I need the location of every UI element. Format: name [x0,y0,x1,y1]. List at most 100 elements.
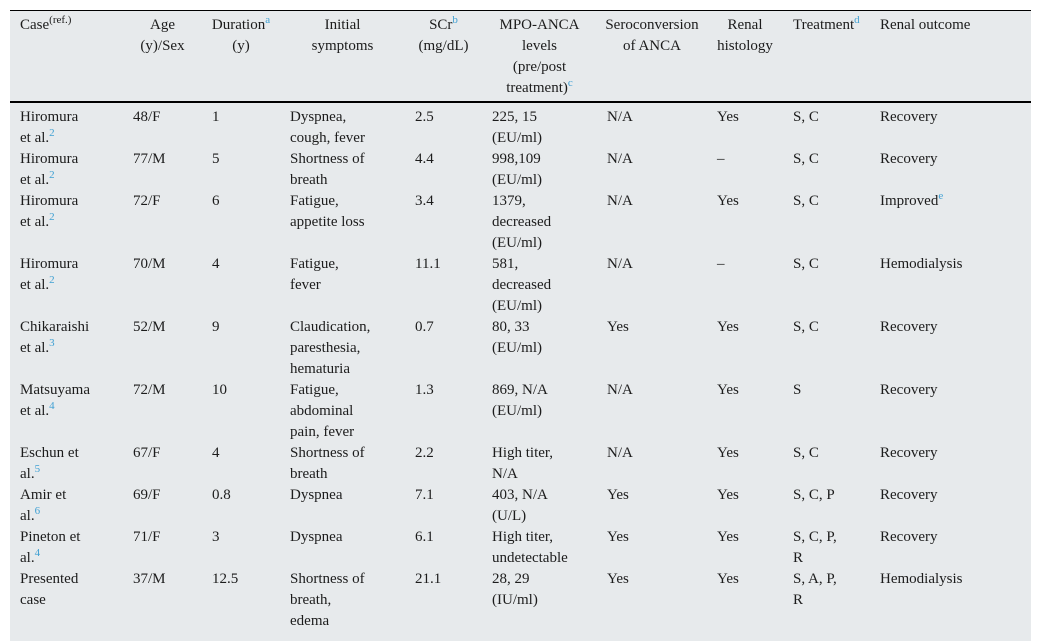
cell-scr: 1.3 [415,382,434,398]
cell-initial-symptoms: Shortness of breath [290,151,365,188]
cell-scr: 2.2 [415,445,434,461]
cell-duration: 5 [212,151,220,167]
header-cell-seroconversion: Seroconversion of ANCA [597,11,707,103]
header-cell-duration: Durationa (y) [202,11,280,103]
reference-link[interactable]: 2 [49,127,55,139]
reference-link[interactable]: e [938,190,944,202]
cell-age-sex: 69/F [133,487,161,503]
cell-renal-histology: – [717,256,725,272]
cell-renal-outcome: Recovery [880,529,938,545]
cell-renal-histology: Yes [717,445,739,461]
table: Case(ref.) Age (y)/Sex Durationa (y) Initial s… [10,11,1031,641]
reference-link[interactable]: d [854,14,860,26]
cell-mpo-anca-levels: 28, 29 (IU/ml) [492,571,538,608]
table-row: Hiromura et al.2 77/M 5 Shortness of breath 4.… [10,149,1031,191]
cell-age-sex: 48/F [133,109,161,125]
cell-renal-outcome: Recovery [880,109,938,125]
cell-seroconversion: Yes [607,319,629,335]
header-cell-age-sex: Age (y)/Sex [123,11,202,103]
reference-link[interactable]: c [567,77,573,89]
cell-age-sex: 37/M [133,571,166,587]
cell-renal-histology: Yes [717,382,739,398]
cell-seroconversion: N/A [607,193,633,209]
cell-seroconversion: Yes [607,487,629,503]
cell-age-sex: 77/M [133,151,166,167]
cell-mpo-anca-levels: 80, 33 (EU/ml) [492,319,542,356]
cell-mpo-anca-levels: 225, 15 (EU/ml) [492,109,542,146]
cell-treatment: S, C [793,319,819,335]
reference-link[interactable]: 2 [49,169,55,181]
cell-case: Matsuyama et al.4 [20,382,90,419]
cell-duration: 0.8 [212,487,231,503]
cell-mpo-anca-levels: 1379, decreased (EU/ml) [492,193,552,251]
cell-scr: 7.1 [415,487,434,503]
reference-link[interactable]: 4 [34,547,41,559]
cell-scr: 11.1 [415,256,441,272]
cell-duration: 10 [212,382,227,398]
cell-mpo-anca-levels: 998,109 (EU/ml) [492,151,542,188]
cell-age-sex: 72/M [133,382,166,398]
cell-scr: 21.1 [415,571,442,587]
cell-mpo-anca-levels: High titer, N/A [492,445,554,482]
cell-renal-outcome: Recovery [880,151,938,167]
reference-link[interactable]: 5 [34,463,41,475]
reference-link[interactable]: a [265,14,271,26]
reference-link[interactable]: 3 [49,337,55,349]
cell-initial-symptoms: Fatigue, fever [290,256,339,293]
reference-link[interactable]: 2 [49,211,55,223]
cell-case: Pineton et al.4 [20,529,81,566]
cell-initial-symptoms: Dyspnea [290,487,343,503]
cell-treatment: S, C [793,256,819,272]
cell-renal-histology: Yes [717,571,739,587]
cell-treatment: S, C [793,109,819,125]
cell-renal-histology: Yes [717,319,739,335]
cell-treatment: S, C, P [793,487,835,503]
cell-renal-outcome: Recovery [880,382,938,398]
cell-initial-symptoms: Shortness of breath [290,445,365,482]
cell-seroconversion: Yes [607,529,629,545]
cell-renal-outcome: Hemodialysis [880,256,963,272]
cell-renal-histology: Yes [717,529,739,545]
reference-link[interactable]: 2 [49,274,55,286]
header-row: Case(ref.) Age (y)/Sex Durationa (y) Initial s… [10,11,1031,103]
reference-link[interactable]: 6 [34,505,41,517]
cell-mpo-anca-levels: 869, N/A (EU/ml) [492,382,548,419]
cell-renal-outcome: Recovery [880,445,938,461]
cell-scr: 4.4 [415,151,434,167]
table-row: Matsuyama et al.4 72/M 10 Fatigue, abdominal p… [10,380,1031,443]
header-cell-treatment: Treatmentd [783,11,870,103]
cell-scr: 6.1 [415,529,434,545]
table-row: Presented case 37/M 12.5 Shortness of breath,… [10,569,1031,641]
cell-renal-outcome: Hemodialysis [880,571,963,587]
cell-treatment: S, C [793,193,819,209]
cell-seroconversion: Yes [607,571,629,587]
cell-seroconversion: N/A [607,256,633,272]
cell-age-sex: 52/M [133,319,166,335]
cell-renal-histology: Yes [717,487,739,503]
cell-treatment: S, C, P, R [793,529,837,566]
cell-initial-symptoms: Fatigue, abdominal pain, fever [290,382,355,440]
cell-age-sex: 70/M [133,256,166,272]
table-row: Chikaraishi et al.3 52/M 9 Claudication, pare… [10,317,1031,380]
cell-initial-symptoms: Fatigue, appetite loss [290,193,365,230]
header-cell-renal-histology: Renal histology [707,11,783,103]
cell-age-sex: 67/F [133,445,161,461]
cell-case: Hiromura et al.2 [20,256,79,293]
cell-scr: 0.7 [415,319,434,335]
cell-duration: 6 [212,193,220,209]
table-header: Case(ref.) Age (y)/Sex Durationa (y) Initial s… [10,11,1031,103]
cell-seroconversion: N/A [607,382,633,398]
reference-link[interactable]: b [452,14,458,26]
table-body: Hiromura et al.2 48/F 1 Dyspnea, cough, fever… [10,102,1031,641]
case-report-table: Case(ref.) Age (y)/Sex Durationa (y) Initial s… [10,10,1031,641]
cell-initial-symptoms: Dyspnea, cough, fever [290,109,365,146]
table-row: Eschun et al.5 67/F 4 Shortness of breath 2.2 H… [10,443,1031,485]
header-cell-renal-outcome: Renal outcome [870,11,1031,103]
cell-duration: 4 [212,256,220,272]
cell-treatment: S, A, P, R [793,571,837,608]
table-row: Amir et al.6 69/F 0.8 Dyspnea 7.1 403, N/A (U/L… [10,485,1031,527]
cell-case: Amir et al.6 [20,487,67,524]
cell-case: Hiromura et al.2 [20,193,79,230]
reference-link[interactable]: 4 [49,400,55,412]
cell-scr: 3.4 [415,193,434,209]
